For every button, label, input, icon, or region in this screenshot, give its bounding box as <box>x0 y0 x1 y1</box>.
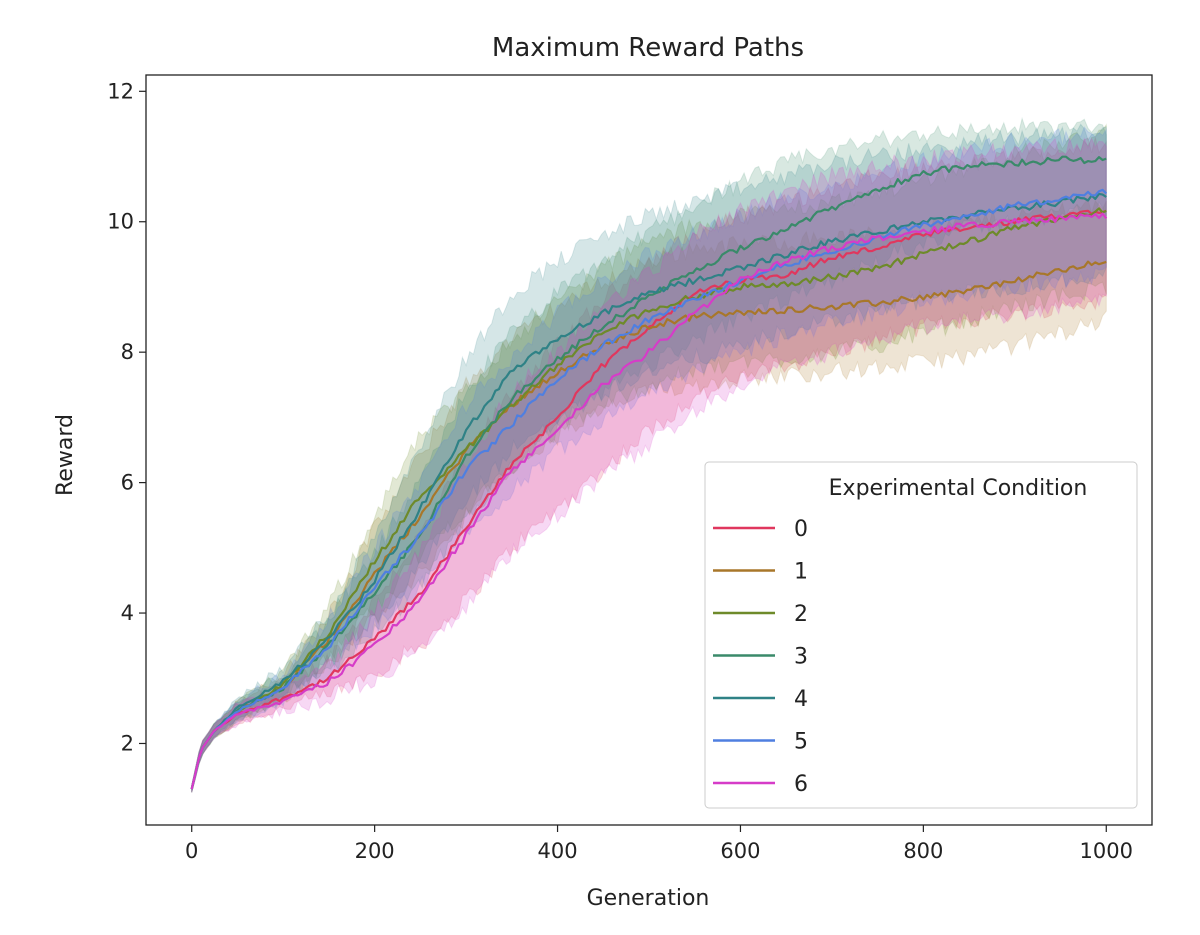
legend-frame <box>704 461 1138 809</box>
x-tick-label: 600 <box>720 839 760 863</box>
line-series-6 <box>190 212 1108 790</box>
y-tick-label: 10 <box>107 210 134 234</box>
x-tick-label: 400 <box>537 839 577 863</box>
plot-frame <box>145 74 1153 826</box>
y-tick-label: 12 <box>107 79 134 103</box>
band-series-3 <box>191 116 1107 793</box>
line-series-5 <box>190 188 1108 790</box>
x-axis-ticks: 0 200 400 600 800 1000 <box>185 825 1133 863</box>
y-axis-label: Reward <box>53 414 78 496</box>
x-tick-label: 200 <box>355 839 395 863</box>
band-series-6 <box>191 136 1107 793</box>
band-series-0 <box>191 137 1107 793</box>
series-lines <box>190 155 1108 790</box>
x-tick-label: 0 <box>185 839 198 863</box>
legend-title: Experimental Condition <box>829 476 1088 501</box>
legend-label-4: 4 <box>794 687 808 712</box>
variability-bands <box>191 116 1107 793</box>
y-tick-label: 2 <box>121 731 134 755</box>
x-axis-label: Generation <box>587 886 710 911</box>
y-tick-label: 6 <box>121 471 134 495</box>
legend-label-0: 0 <box>794 517 808 542</box>
band-series-1 <box>191 198 1107 793</box>
band-series-5 <box>191 125 1107 793</box>
legend-label-1: 1 <box>794 560 808 585</box>
legend-label-2: 2 <box>794 602 808 627</box>
line-series-3 <box>190 155 1107 790</box>
x-tick-label: 1000 <box>1080 839 1133 863</box>
x-tick-label: 800 <box>903 839 943 863</box>
band-series-2 <box>191 123 1107 793</box>
legend-label-3: 3 <box>794 645 808 670</box>
y-tick-label: 8 <box>121 340 134 364</box>
legend-label-5: 5 <box>794 730 808 755</box>
band-series-4 <box>191 123 1107 793</box>
legend-label-6: 6 <box>794 772 808 797</box>
chart-title: Maximum Reward Paths <box>492 33 804 63</box>
y-axis-ticks: 2 4 6 8 10 12 <box>107 79 146 755</box>
legend-items: 0 1 2 3 4 5 6 <box>713 517 808 797</box>
line-series-2 <box>190 207 1107 790</box>
legend: Experimental Condition 0 1 2 3 4 5 6 <box>704 461 1138 809</box>
y-tick-label: 4 <box>121 601 134 625</box>
